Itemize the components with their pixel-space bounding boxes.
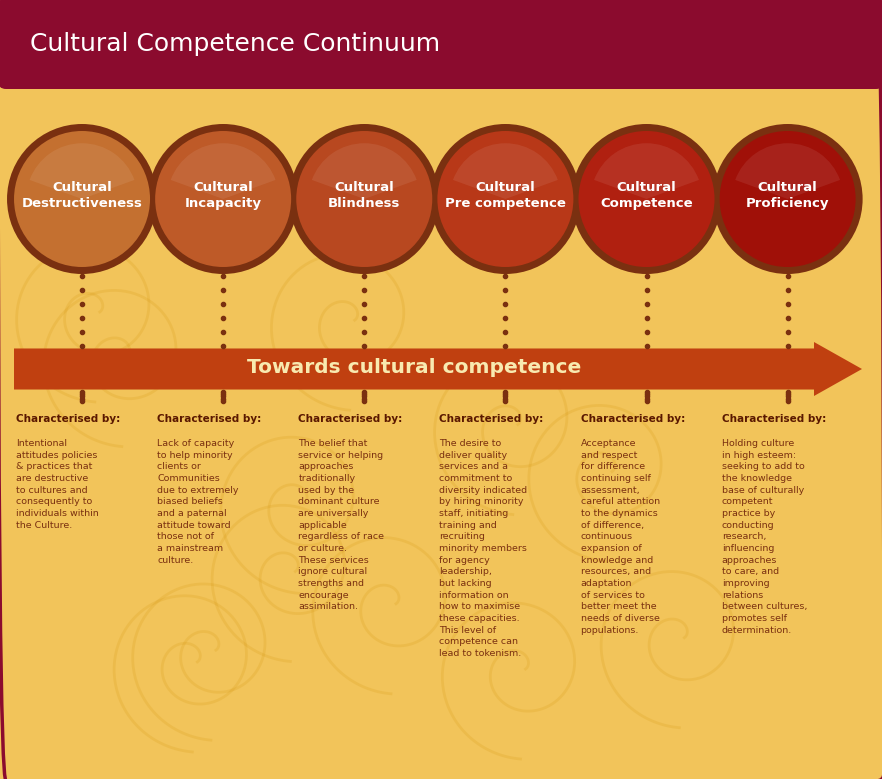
Wedge shape <box>30 143 134 199</box>
Circle shape <box>14 131 150 267</box>
Circle shape <box>148 124 298 274</box>
Text: Intentional
attitudes policies
& practices that
are destructive
to cultures and
: Intentional attitudes policies & practic… <box>16 439 99 530</box>
Polygon shape <box>14 342 862 396</box>
Text: Characterised by:: Characterised by: <box>580 414 684 424</box>
Circle shape <box>713 124 863 274</box>
Wedge shape <box>171 143 275 199</box>
Text: Cultural
Pre competence: Cultural Pre competence <box>445 181 566 210</box>
Wedge shape <box>594 143 699 199</box>
Text: Cultural
Blindness: Cultural Blindness <box>328 181 400 210</box>
Circle shape <box>430 124 580 274</box>
Circle shape <box>720 131 856 267</box>
Text: Characterised by:: Characterised by: <box>16 414 120 424</box>
Text: Cultural
Proficiency: Cultural Proficiency <box>746 181 829 210</box>
Text: Cultural Competence Continuum: Cultural Competence Continuum <box>30 31 440 55</box>
Text: Cultural
Competence: Cultural Competence <box>600 181 693 210</box>
Circle shape <box>7 124 157 274</box>
Text: Towards cultural competence: Towards cultural competence <box>248 358 581 376</box>
Text: The desire to
deliver quality
services and a
commitment to
diversity indicated
b: The desire to deliver quality services a… <box>439 439 527 658</box>
Text: Cultural
Incapacity: Cultural Incapacity <box>184 181 262 210</box>
Text: Characterised by:: Characterised by: <box>439 414 543 424</box>
Text: Holding culture
in high esteem:
seeking to add to
the knowledge
base of cultural: Holding culture in high esteem: seeking … <box>721 439 807 635</box>
Text: The belief that
service or helping
approaches
traditionally
used by the
dominant: The belief that service or helping appro… <box>298 439 385 612</box>
Circle shape <box>155 131 291 267</box>
Wedge shape <box>453 143 557 199</box>
Wedge shape <box>736 143 840 199</box>
FancyBboxPatch shape <box>0 0 882 89</box>
Text: Lack of capacity
to help minority
clients or
Communities
due to extremely
biased: Lack of capacity to help minority client… <box>157 439 239 565</box>
Text: Acceptance
and respect
for difference
continuing self
assessment,
careful attent: Acceptance and respect for difference co… <box>580 439 660 635</box>
Circle shape <box>437 131 573 267</box>
Text: Characterised by:: Characterised by: <box>298 414 402 424</box>
Circle shape <box>572 124 721 274</box>
Text: Cultural
Destructiveness: Cultural Destructiveness <box>21 181 143 210</box>
Circle shape <box>296 131 432 267</box>
Circle shape <box>579 131 714 267</box>
Circle shape <box>289 124 439 274</box>
Text: Characterised by:: Characterised by: <box>157 414 261 424</box>
Text: Characterised by:: Characterised by: <box>721 414 826 424</box>
Wedge shape <box>312 143 416 199</box>
